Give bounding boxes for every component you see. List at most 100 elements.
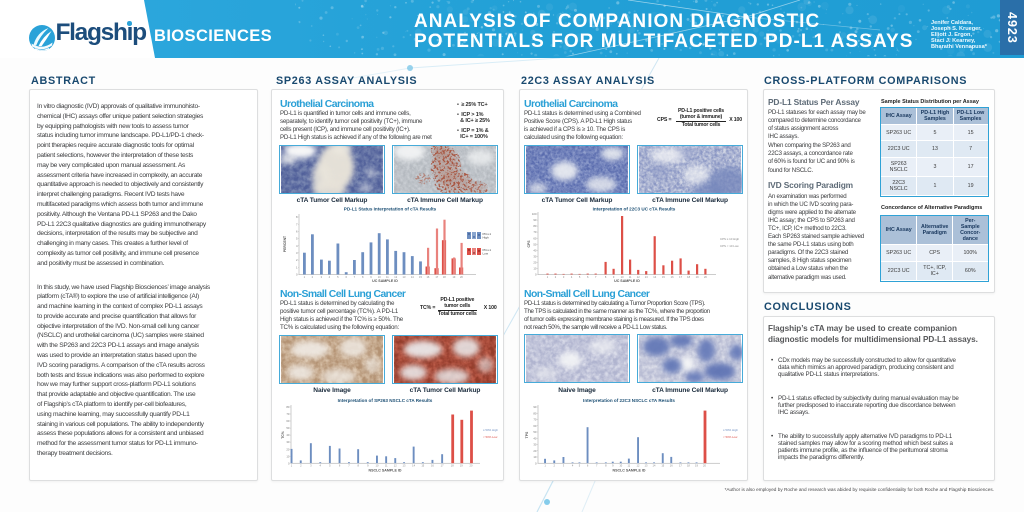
svg-text:2: 2 xyxy=(300,464,302,468)
svg-text:17: 17 xyxy=(441,464,444,468)
svg-text:3: 3 xyxy=(321,275,323,279)
svg-text:2: 2 xyxy=(555,275,557,279)
svg-text:8: 8 xyxy=(605,464,607,468)
svg-text:4: 4 xyxy=(329,275,331,279)
svg-text:PD-L1 Status Interpretation of: PD-L1 Status Interpretation of cTA Resul… xyxy=(344,207,437,212)
svg-text:12: 12 xyxy=(637,275,640,279)
svg-text:70: 70 xyxy=(533,418,537,422)
svg-text:Interpretation of SP263 NSCLC: Interpretation of SP263 NSCLC cTA Result… xyxy=(338,398,433,403)
svg-text:8: 8 xyxy=(296,215,298,219)
svg-text:16: 16 xyxy=(431,464,434,468)
svg-text:8: 8 xyxy=(362,275,364,279)
svg-text:CPS < 10 Low: CPS < 10 Low xyxy=(720,244,739,248)
svg-text:3: 3 xyxy=(310,464,312,468)
svg-text:15: 15 xyxy=(419,275,422,279)
svg-text:1: 1 xyxy=(547,275,549,279)
svg-text:30: 30 xyxy=(533,443,537,447)
svg-text:50: 50 xyxy=(533,430,537,434)
svg-text:20: 20 xyxy=(460,275,463,279)
svg-text:10: 10 xyxy=(376,464,379,468)
svg-text:≥ 50% High: ≥ 50% High xyxy=(483,428,498,432)
svg-text:17: 17 xyxy=(435,275,438,279)
svg-text:6: 6 xyxy=(296,230,298,234)
svg-text:70: 70 xyxy=(533,230,537,234)
svg-text:12: 12 xyxy=(394,275,397,279)
svg-text:6: 6 xyxy=(339,464,341,468)
svg-text:20: 20 xyxy=(703,464,706,468)
svg-text:40: 40 xyxy=(533,436,537,440)
svg-text:6: 6 xyxy=(587,275,589,279)
svg-text:11: 11 xyxy=(385,464,388,468)
svg-text:50: 50 xyxy=(533,242,537,246)
svg-text:40: 40 xyxy=(533,248,537,252)
svg-text:19: 19 xyxy=(460,464,463,468)
svg-text:70: 70 xyxy=(286,412,290,416)
svg-text:10: 10 xyxy=(621,275,624,279)
svg-text:5: 5 xyxy=(337,275,339,279)
svg-text:10: 10 xyxy=(378,275,381,279)
svg-text:0: 0 xyxy=(535,461,537,465)
svg-text:11: 11 xyxy=(629,275,632,279)
svg-text:30: 30 xyxy=(533,255,537,259)
svg-text:< 50% Low: < 50% Low xyxy=(483,435,498,439)
svg-text:14: 14 xyxy=(411,275,414,279)
svg-text:CPS: CPS xyxy=(527,240,531,248)
svg-text:8: 8 xyxy=(605,275,607,279)
svg-text:UC SAMPLE ID: UC SAMPLE ID xyxy=(614,279,640,283)
svg-text:4: 4 xyxy=(572,464,574,468)
svg-text:PD-L1: PD-L1 xyxy=(483,232,492,236)
svg-text:18: 18 xyxy=(443,275,446,279)
svg-text:80: 80 xyxy=(533,411,537,415)
svg-text:4: 4 xyxy=(296,244,298,248)
svg-text:7: 7 xyxy=(595,275,597,279)
svg-text:14: 14 xyxy=(653,464,656,468)
svg-text:5: 5 xyxy=(579,275,581,279)
svg-text:3: 3 xyxy=(563,275,565,279)
svg-text:5: 5 xyxy=(329,464,331,468)
svg-text:18: 18 xyxy=(451,464,454,468)
svg-text:4: 4 xyxy=(571,275,573,279)
svg-text:7: 7 xyxy=(354,275,356,279)
svg-text:13: 13 xyxy=(403,275,406,279)
svg-text:2: 2 xyxy=(312,275,314,279)
svg-text:20: 20 xyxy=(533,261,537,265)
svg-text:18: 18 xyxy=(687,464,690,468)
svg-text:16: 16 xyxy=(670,464,673,468)
svg-text:90: 90 xyxy=(533,405,537,409)
svg-text:10: 10 xyxy=(286,454,290,458)
svg-text:13: 13 xyxy=(645,464,648,468)
svg-text:9: 9 xyxy=(370,275,372,279)
svg-text:0: 0 xyxy=(535,273,537,277)
svg-text:10: 10 xyxy=(533,267,537,271)
svg-text:40: 40 xyxy=(286,433,290,437)
svg-text:12: 12 xyxy=(394,464,397,468)
svg-text:9: 9 xyxy=(612,464,614,468)
svg-text:Low: Low xyxy=(483,252,489,256)
svg-text:4: 4 xyxy=(319,464,321,468)
svg-text:1: 1 xyxy=(544,464,546,468)
svg-text:10: 10 xyxy=(619,464,622,468)
svg-text:Interpretation of 22C3 UC cTA: Interpretation of 22C3 UC cTA Results xyxy=(593,207,676,212)
svg-text:12: 12 xyxy=(637,464,640,468)
svg-text:6: 6 xyxy=(345,275,347,279)
svg-text:80: 80 xyxy=(286,405,290,409)
svg-text:5: 5 xyxy=(579,464,581,468)
svg-text:20: 20 xyxy=(533,449,537,453)
svg-text:19: 19 xyxy=(695,464,698,468)
svg-text:10: 10 xyxy=(533,455,537,459)
svg-text:CPS ≥ 10 High: CPS ≥ 10 High xyxy=(720,237,739,241)
svg-text:15: 15 xyxy=(421,464,424,468)
svg-text:8: 8 xyxy=(357,464,359,468)
svg-text:20: 20 xyxy=(286,447,290,451)
svg-text:Interpretation of 22C3 NSCLC c: Interpretation of 22C3 NSCLC cTA Results xyxy=(583,398,675,403)
svg-text:19: 19 xyxy=(452,275,455,279)
svg-text:NSCLC SAMPLE ID: NSCLC SAMPLE ID xyxy=(369,469,402,473)
svg-text:PD-L1: PD-L1 xyxy=(483,248,492,252)
svg-text:7: 7 xyxy=(296,222,298,226)
svg-text:16: 16 xyxy=(426,275,429,279)
svg-text:17: 17 xyxy=(679,464,682,468)
svg-text:17: 17 xyxy=(679,275,682,279)
svg-text:3: 3 xyxy=(563,464,565,468)
svg-text:11: 11 xyxy=(386,275,389,279)
svg-text:15: 15 xyxy=(661,464,664,468)
